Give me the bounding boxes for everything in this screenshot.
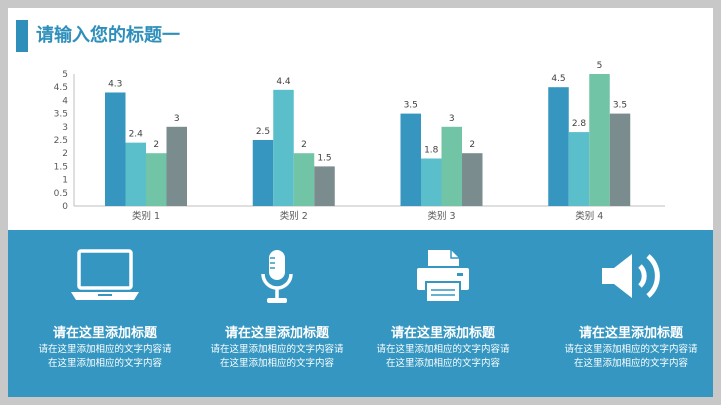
laptop-icon xyxy=(71,249,139,300)
data-label: 3.5 xyxy=(613,101,627,111)
bar xyxy=(293,153,315,206)
y-tick-label: 4.5 xyxy=(54,83,68,93)
printer-icon xyxy=(417,250,469,303)
y-tick-label: 1 xyxy=(62,176,68,186)
data-label: 2 xyxy=(469,140,475,150)
data-label: 1.8 xyxy=(424,145,439,155)
y-tick-label: 0.5 xyxy=(54,189,68,199)
slide-title: 请输入您的标题一 xyxy=(36,25,180,46)
feature-title: 请在这里添加标题 xyxy=(390,326,495,341)
bar xyxy=(166,126,187,206)
x-tick-label: 类别 4 xyxy=(575,210,603,222)
bar xyxy=(441,126,462,206)
data-label: 3 xyxy=(449,114,455,124)
y-tick-label: 4 xyxy=(62,96,68,106)
bar xyxy=(462,153,483,206)
feature-title: 请在这里添加标题 xyxy=(52,326,157,341)
bar xyxy=(314,166,335,206)
y-tick-label: 2 xyxy=(62,149,68,159)
bar xyxy=(105,92,126,206)
data-label: 2 xyxy=(153,140,159,150)
data-label: 4.3 xyxy=(108,79,122,89)
data-label: 1.5 xyxy=(317,153,331,163)
y-tick-label: 3 xyxy=(62,123,68,133)
data-label: 2.4 xyxy=(129,130,144,140)
bar xyxy=(568,132,590,206)
y-tick-label: 5 xyxy=(62,70,68,80)
bar xyxy=(252,140,274,206)
x-tick-label: 类别 3 xyxy=(427,210,455,222)
bar xyxy=(421,158,442,206)
bar xyxy=(609,113,631,206)
data-label: 4.4 xyxy=(276,77,291,87)
title-accent-bar xyxy=(16,20,28,52)
feature-4: 请在这里添加标题 请在这里添加相应的文字内容请在这里添加相应的文字内容 xyxy=(546,230,713,397)
feature-description: 请在这里添加相应的文字内容请在这里添加相应的文字内容 xyxy=(564,344,698,369)
y-tick-label: 0 xyxy=(62,202,68,212)
y-tick-label: 1.5 xyxy=(54,162,68,172)
data-label: 2.8 xyxy=(572,119,587,129)
speaker-icon xyxy=(602,254,660,298)
feature-1: 请在这里添加标题 请在这里添加相应的文字内容请在这里添加相应的文字内容 xyxy=(20,230,190,397)
y-tick-label: 3.5 xyxy=(54,110,68,120)
x-tick-label: 类别 1 xyxy=(132,210,160,222)
feature-2: 请在这里添加标题 请在这里添加相应的文字内容请在这里添加相应的文字内容 xyxy=(192,230,362,397)
data-label: 2 xyxy=(301,140,307,150)
data-label: 4.5 xyxy=(551,74,565,84)
y-tick-label: 2.5 xyxy=(54,136,68,146)
x-tick-label: 类别 2 xyxy=(280,210,308,222)
bar xyxy=(146,153,167,206)
feature-title: 请在这里添加标题 xyxy=(224,326,329,341)
bar xyxy=(273,89,294,206)
microphone-icon xyxy=(261,250,293,303)
feature-description: 请在这里添加相应的文字内容请在这里添加相应的文字内容 xyxy=(376,344,510,369)
data-label: 3.5 xyxy=(404,101,418,111)
slide: 请输入您的标题一 0 0.5 1 1.5 2 2.5 3 3.5 4 4.5 5 4.3 2.4 2 3 类别… xyxy=(8,8,713,397)
feature-3: 请在这里添加标题 请在这里添加相应的文字内容请在这里添加相应的文字内容 xyxy=(358,230,528,397)
feature-title: 请在这里添加标题 xyxy=(578,326,683,341)
bar xyxy=(400,113,421,206)
feature-panel: 请在这里添加标题 请在这里添加相应的文字内容请在这里添加相应的文字内容 请在这里… xyxy=(8,230,713,397)
data-label: 5 xyxy=(597,61,603,71)
bar xyxy=(589,74,610,206)
bar xyxy=(125,142,146,206)
feature-description: 请在这里添加相应的文字内容请在这里添加相应的文字内容 xyxy=(38,344,172,369)
data-label: 2.5 xyxy=(256,127,270,137)
bar xyxy=(548,87,569,206)
bar-chart: 0 0.5 1 1.5 2 2.5 3 3.5 4 4.5 5 4.3 2.4 2 3 类别 1 2.5 4.4 2… xyxy=(54,61,665,222)
feature-description: 请在这里添加相应的文字内容请在这里添加相应的文字内容 xyxy=(210,344,344,369)
data-label: 3 xyxy=(174,114,180,124)
